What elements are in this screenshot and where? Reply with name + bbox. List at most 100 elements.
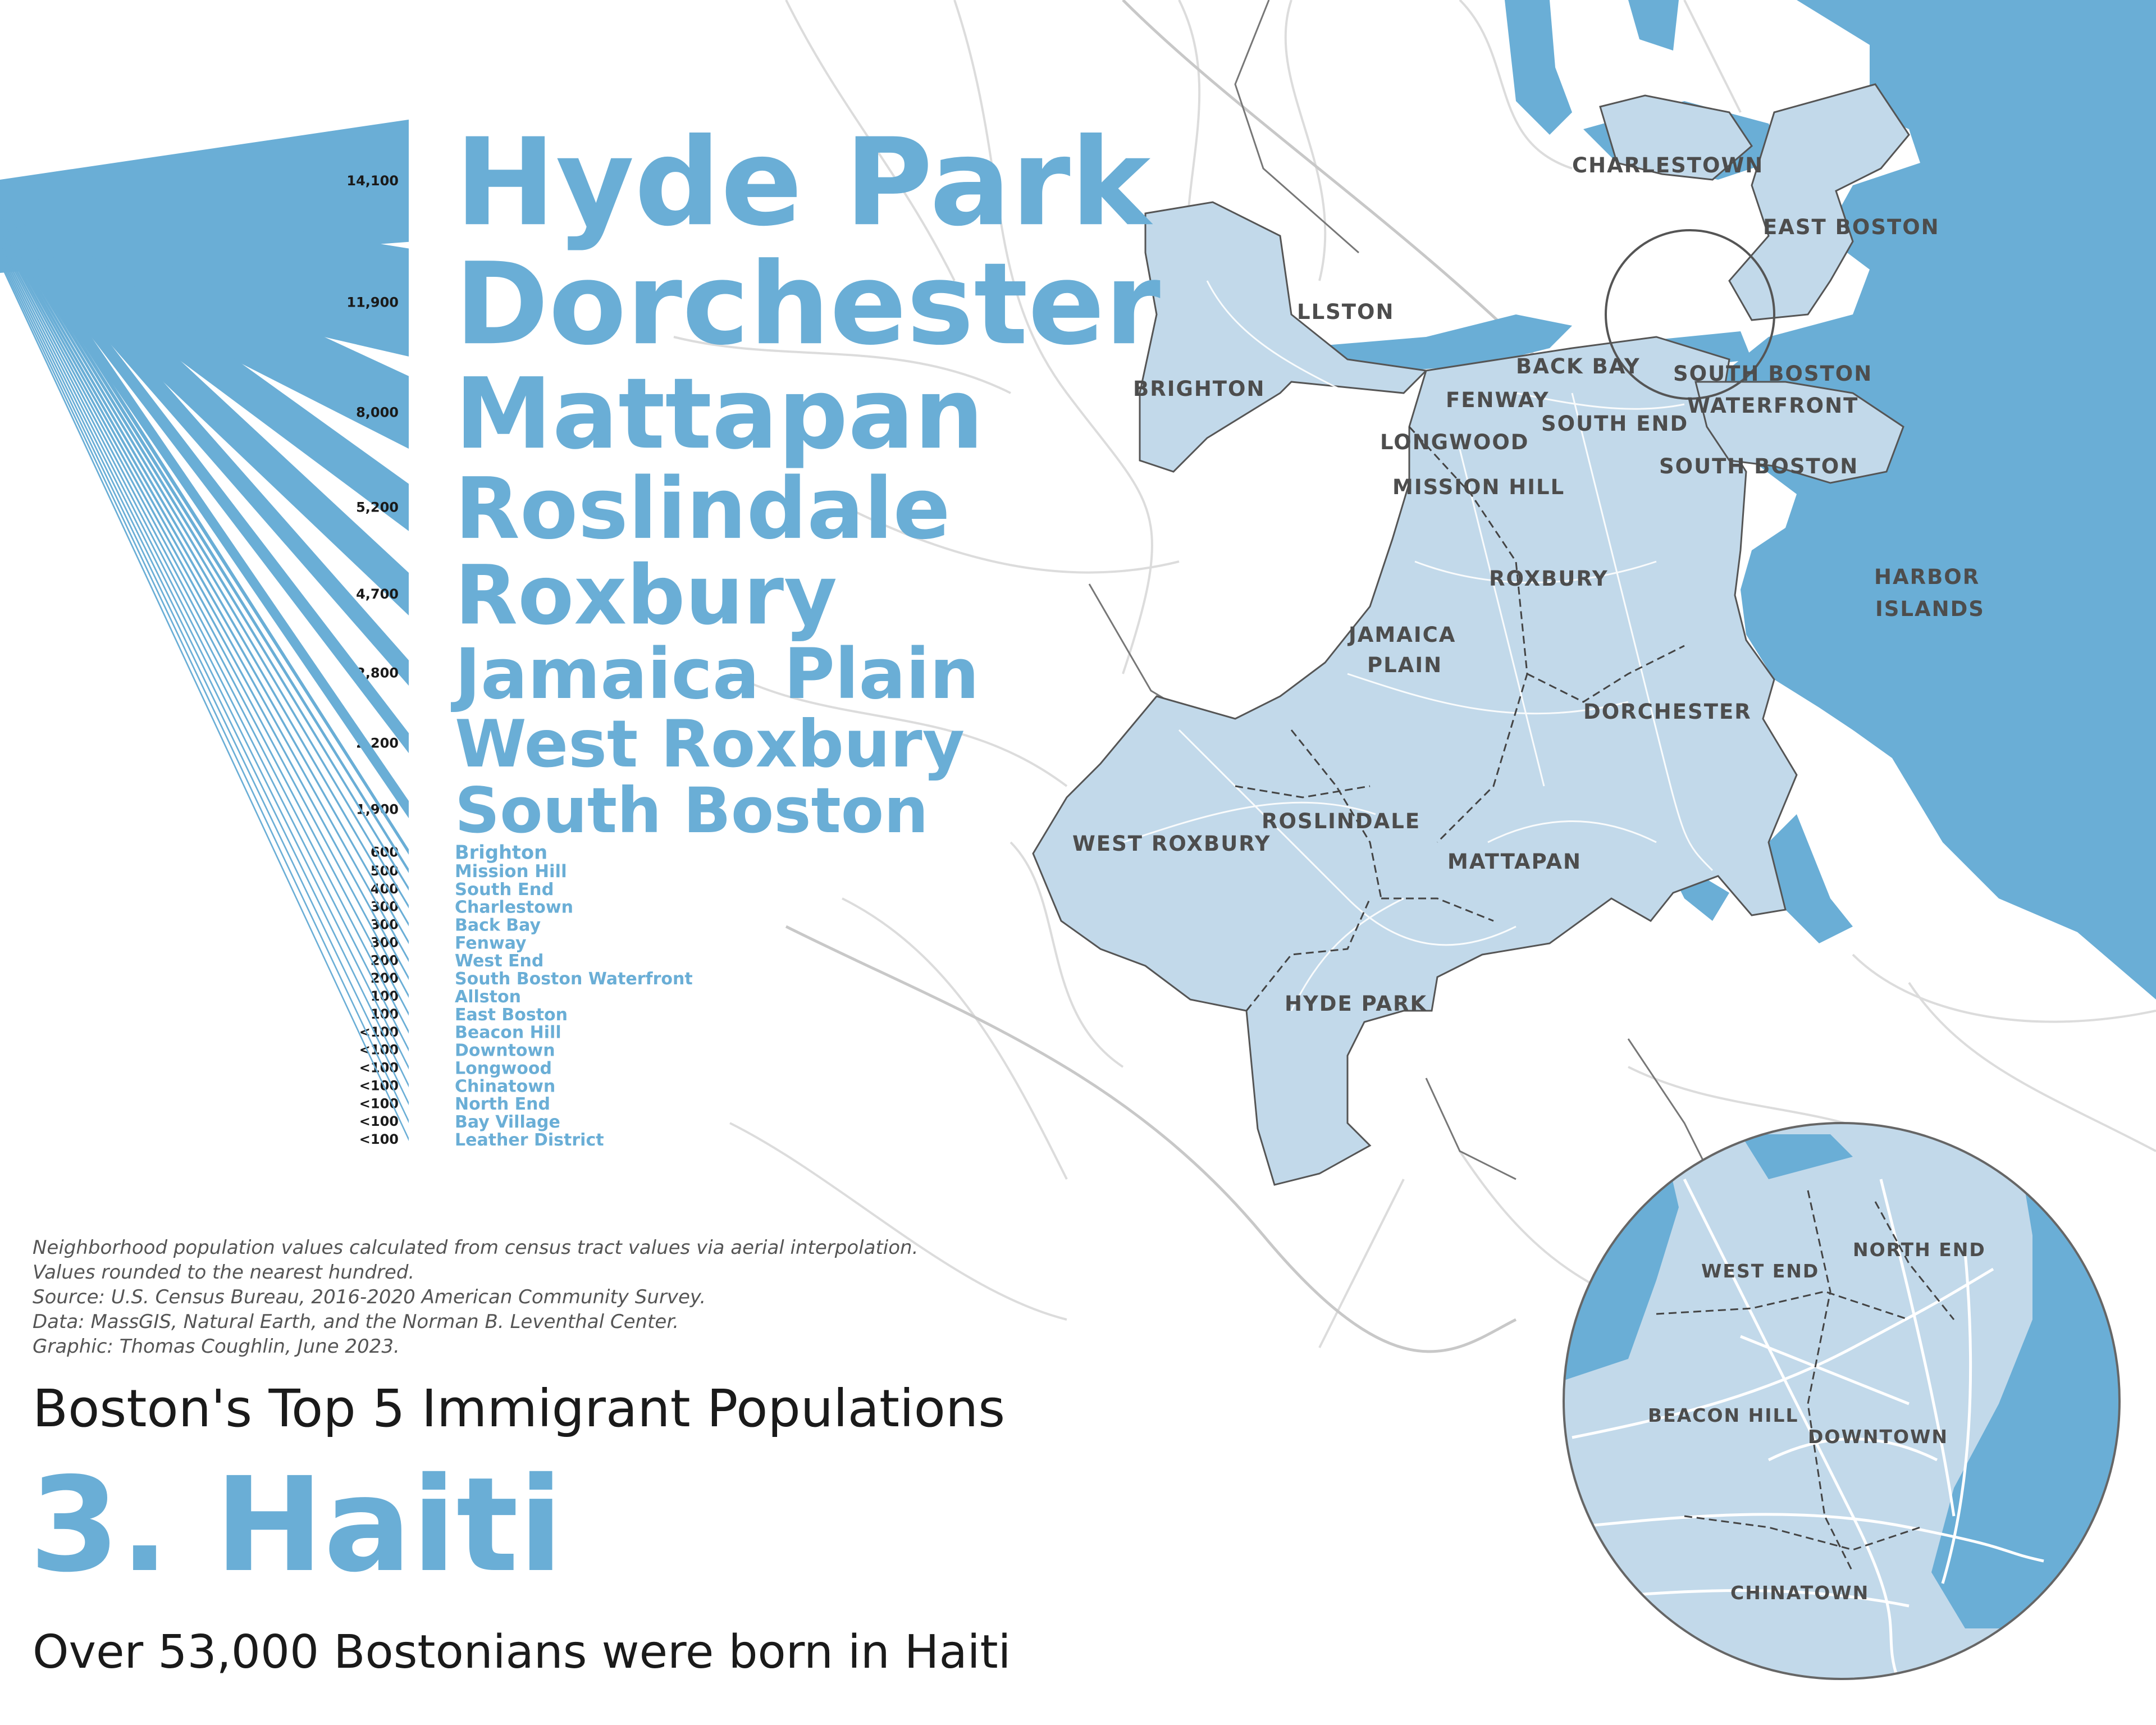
map-label-jamaica: JAMAICA [1347,623,1456,647]
map-label-south-boston-1: SOUTH BOSTON [1673,362,1872,386]
railway [785,0,1545,1353]
map-label-charlestown: CHARLESTOWN [1572,153,1764,177]
rank-wedge [0,190,409,531]
rank-value: <100 [359,1078,399,1093]
map-label-fenway: FENWAY [1446,388,1550,412]
rank-label: South End [455,880,554,900]
rank-wedge [0,247,409,1070]
map-label-roxbury: ROXBURY [1489,567,1609,591]
downtown-inset-map: WEST END NORTH END BEACON HILL DOWNTOWN … [1563,1122,2121,1680]
rank-wedge [0,220,409,927]
rank-label: Mission Hill [455,861,567,882]
rank-wedge [0,237,409,1016]
rank-label: Beacon Hill [455,1023,561,1043]
rank-wedge [0,240,409,1034]
rank-wedge [0,203,409,819]
map-label-mattapan: MATTAPAN [1447,850,1582,874]
rank-value: <100 [359,1042,399,1058]
map-label-harbor: HARBOR [1874,565,1980,589]
rank-wedge [0,261,409,1142]
map-label-islands: ISLANDS [1875,597,1985,621]
rank-value: 300 [371,934,399,950]
rank-label: North End [455,1094,550,1114]
map-label-south-boston: SOUTH BOSTON [1659,454,1858,478]
rank-value: <100 [359,1060,399,1076]
rank-label: Hyde Park [455,112,1153,253]
note-line: Graphic: Thomas Coughlin, June 2023. [33,1335,400,1358]
note-line: Neighborhood population values calculate… [33,1236,919,1259]
rank-value: 4,700 [356,586,399,602]
note-line: Source: U.S. Census Bureau, 2016-2020 Am… [33,1286,706,1308]
rank-wedge [0,197,409,686]
rank-label: Mattapan [455,357,984,471]
note-line: Values rounded to the nearest hundred. [33,1261,415,1284]
rank-value: 11,900 [346,295,399,311]
rank-label: Roslindale [455,459,951,558]
page-title: 3. Haiti [29,1449,563,1601]
map-label-hyde-park: HYDE PARK [1285,992,1427,1016]
rank-wedge [0,244,409,1052]
rank-wedge [0,254,409,1106]
subtitle: Boston's Top 5 Immigrant Populations [33,1379,1006,1439]
boston-map [673,0,2156,1353]
rank-wedge [0,200,409,754]
rank-label: Allston [455,987,521,1007]
rank-label: Downtown [455,1041,555,1061]
map-label-east-boston: EAST BOSTON [1763,215,1940,239]
source-notes: Neighborhood population values calculate… [33,1235,1099,1359]
rank-value: <100 [359,1114,399,1129]
rank-label: South Boston [455,775,928,847]
rank-label: Roxbury [455,548,837,643]
rank-wedge [0,250,409,1088]
inset-label-beacon-hill: BEACON HILL [1648,1404,1799,1426]
rank-label: Back Bay [455,915,541,935]
map-label-longwood: LONGWOOD [1380,430,1529,454]
rank-value: 300 [371,917,399,933]
rank-wedge [0,183,409,357]
map-label-dorchester: DORCHESTER [1583,700,1752,724]
neighborhood-boundaries [1235,426,1685,1011]
rank-label: Chinatown [455,1076,555,1096]
rank-label: West Roxbury [455,707,965,782]
rank-label: Charlestown [455,898,573,918]
rank-wedge [0,210,409,873]
rank-label: Leather District [455,1130,604,1150]
rank-value: 8,000 [356,404,399,420]
rank-wedge [0,207,409,855]
inset-label-west-end: WEST END [1701,1260,1819,1282]
map-label-south-end: SOUTH END [1541,412,1688,436]
rank-value: 14,100 [346,173,399,189]
map-label-roslindale: ROSLINDALE [1262,809,1420,833]
map-label-waterfront: WATERFRONT [1687,394,1858,418]
rank-wedge [0,223,409,944]
map-label-brighton: BRIGHTON [1133,377,1265,401]
note-line: Data: MassGIS, Natural Earth, and the No… [33,1311,679,1333]
boston-neighborhoods [1032,83,1910,1186]
rank-wedge [0,227,409,962]
rank-label: Brighton [455,841,547,863]
rank-label: East Boston [455,1005,568,1025]
rank-value: <100 [359,1131,399,1147]
map-label-west-roxbury: WEST ROXBURY [1072,832,1271,856]
rank-wedge [0,230,409,980]
map-label-plain: PLAIN [1367,653,1442,677]
rank-wedge [0,257,409,1124]
rank-label: Jamaica Plain [451,634,979,715]
rank-value: 5,200 [356,500,399,515]
rank-wedge [0,186,409,449]
map-label-back-bay: BACK BAY [1516,354,1641,378]
inset-label-chinatown: CHINATOWN [1730,1582,1869,1604]
rank-label: Bay Village [455,1112,560,1132]
map-label-mission-hill: MISSION HILL [1392,475,1565,499]
rank-wedge [0,217,409,909]
rank-label: Dorchester [455,238,1161,370]
rank-label: Fenway [455,933,527,953]
map-label-allston: LLSTON [1297,300,1394,324]
downtown-inset-marker [1605,229,1775,400]
tagline: Over 53,000 Bostonians were born in Hait… [33,1626,1011,1679]
rank-wedge [0,234,409,998]
map-labels: CHARLESTOWN EAST BOSTON LLSTON BRIGHTON … [1072,153,1985,1016]
rank-wedge [0,193,409,615]
rank-wedge [0,213,409,891]
